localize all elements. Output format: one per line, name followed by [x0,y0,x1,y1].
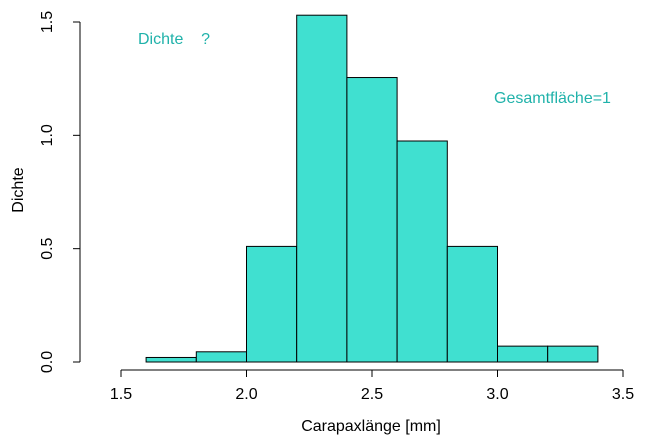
histogram-bar [346,77,398,363]
x-tick-label: 3.5 [612,386,634,403]
y-tick-label: 1.5 [39,11,56,33]
histogram-bar [547,345,599,363]
annotation-density: Dichte ? [138,31,210,48]
histogram-bar [296,14,348,363]
histogram-bar [446,245,498,363]
y-tick-label: 0.0 [39,351,56,373]
y-axis-title: Dichte [10,167,27,212]
bars-group [145,14,599,363]
histogram-bar [195,351,248,363]
x-tick-label: 3.0 [486,386,508,403]
y-tick-label: 0.5 [39,237,56,259]
x-tick-label: 2.0 [235,386,257,403]
x-tick-label: 2.5 [361,386,383,403]
annotation-total-area: Gesamtfläche=1 [494,90,611,107]
histogram-bar [145,356,197,363]
x-axis-title: Carapaxlänge [mm] [301,418,441,435]
y-tick-label: 1.0 [39,124,56,146]
x-axis: 1.5 2.0 2.5 3.0 3.5 [110,369,634,403]
histogram-bar [246,245,298,363]
histogram-bar [497,345,549,363]
x-tick-label: 1.5 [110,386,132,403]
histogram-bar [396,140,448,363]
y-axis: 0.0 0.5 1.0 1.5 [39,11,81,373]
